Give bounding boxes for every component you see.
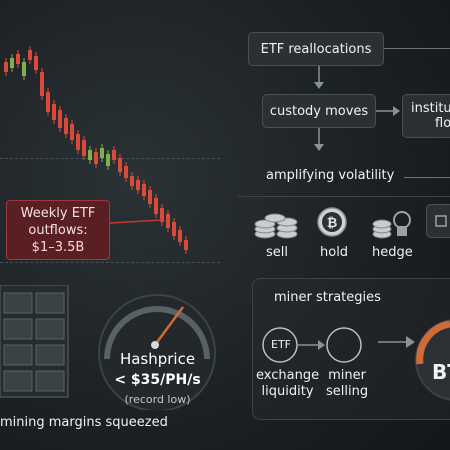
candle-body <box>88 150 92 160</box>
coins-stack-icon <box>254 213 298 239</box>
hashprice-note: (record low) <box>124 393 191 406</box>
chart-gridline <box>0 262 220 263</box>
candle-body <box>16 54 20 64</box>
candle-body <box>172 222 176 236</box>
cut-off-icon <box>435 215 447 227</box>
right-arrow-icon <box>376 106 400 116</box>
miner-strategies-title: miner strategies <box>274 290 381 305</box>
miner-selling-label: miner selling <box>326 368 368 400</box>
hashprice-gauge-icon <box>98 294 216 410</box>
custody-moves-label: custody moves <box>269 103 369 119</box>
strategy-circles <box>262 327 362 363</box>
candle-body <box>40 72 44 96</box>
hedge-label: hedge <box>372 245 413 260</box>
exchange-liquidity-label: exchange liquidity <box>256 368 319 400</box>
miner-selling-line2: selling <box>326 384 369 399</box>
candle-body <box>136 180 140 190</box>
candle-body <box>106 154 110 166</box>
candle-body <box>184 240 188 250</box>
candle-body <box>124 166 128 178</box>
footer-caption: mining margins squeezed <box>0 415 168 430</box>
exchange-liquidity-line1: exchange <box>256 368 320 383</box>
etf-reallocations-label: ETF reallocations <box>260 41 372 57</box>
etf-outflows-callout: Weekly ETF outflows: $1–3.5B <box>6 200 110 260</box>
hashprice-value: < $35/PH/s <box>114 372 201 388</box>
candle-body <box>94 152 98 164</box>
candle-body <box>46 92 50 112</box>
callout-value: $1–3.5B <box>31 240 85 255</box>
institutional-label-line1: institut <box>411 101 450 116</box>
down-arrow-icon <box>314 128 324 151</box>
candle-body <box>82 140 86 156</box>
hedge-coins-icon <box>372 211 411 239</box>
custody-moves-box: custody moves <box>262 94 376 128</box>
candle-body <box>100 148 104 158</box>
institutional-flows-box: institut flow <box>402 94 450 138</box>
section-divider <box>238 196 450 197</box>
etf-price-chart: Weekly ETF outflows: $1–3.5B <box>0 0 230 268</box>
candle-body <box>28 50 32 60</box>
candle-body <box>130 176 134 186</box>
candle-body <box>112 150 116 160</box>
candle-body <box>142 184 146 196</box>
candle-body <box>10 58 14 68</box>
hold-label: hold <box>320 245 349 260</box>
candle-body <box>160 208 164 222</box>
partial-box <box>426 204 450 238</box>
institutional-label-line2: flow <box>435 116 450 131</box>
amplifying-volatility-label: amplifying volatility <box>266 168 395 183</box>
candle-body <box>148 190 152 204</box>
candle-body <box>22 62 26 76</box>
right-arrow-icon <box>378 336 415 348</box>
hashprice-title: Hashprice <box>119 350 196 368</box>
exchange-liquidity-line2: liquidity <box>261 384 314 399</box>
candle-body <box>178 230 182 242</box>
candle-body <box>4 62 8 72</box>
etf-reallocations-box: ETF reallocations <box>248 32 384 66</box>
btc-badge: BT <box>432 360 450 384</box>
candle-body <box>154 198 158 214</box>
candle-body <box>52 104 56 120</box>
svg-text:₿: ₿ <box>327 216 338 231</box>
etf-circle-label: ETF <box>271 338 291 351</box>
candle-body <box>76 134 80 150</box>
mining-rig-shelf-icon <box>0 285 69 398</box>
callout-pointer <box>109 219 163 224</box>
bitcoin-coin-icon: ₿ <box>317 207 347 237</box>
candle-body <box>64 118 68 134</box>
btc-gauge-icon <box>415 319 450 401</box>
miner-selling-line1: miner <box>328 368 366 383</box>
callout-line-1: Weekly ETF <box>20 206 96 221</box>
candle-body <box>58 110 62 128</box>
callout-line-2: outflows: <box>28 223 88 238</box>
candle-body <box>34 56 38 70</box>
candle-body <box>70 124 74 140</box>
connector-line <box>404 177 450 178</box>
candle-body <box>166 214 170 228</box>
candle-body <box>118 158 122 172</box>
candlestick-series <box>4 46 188 254</box>
sell-label: sell <box>266 245 288 260</box>
down-arrow-icon <box>314 66 324 89</box>
connector-line <box>384 48 450 49</box>
